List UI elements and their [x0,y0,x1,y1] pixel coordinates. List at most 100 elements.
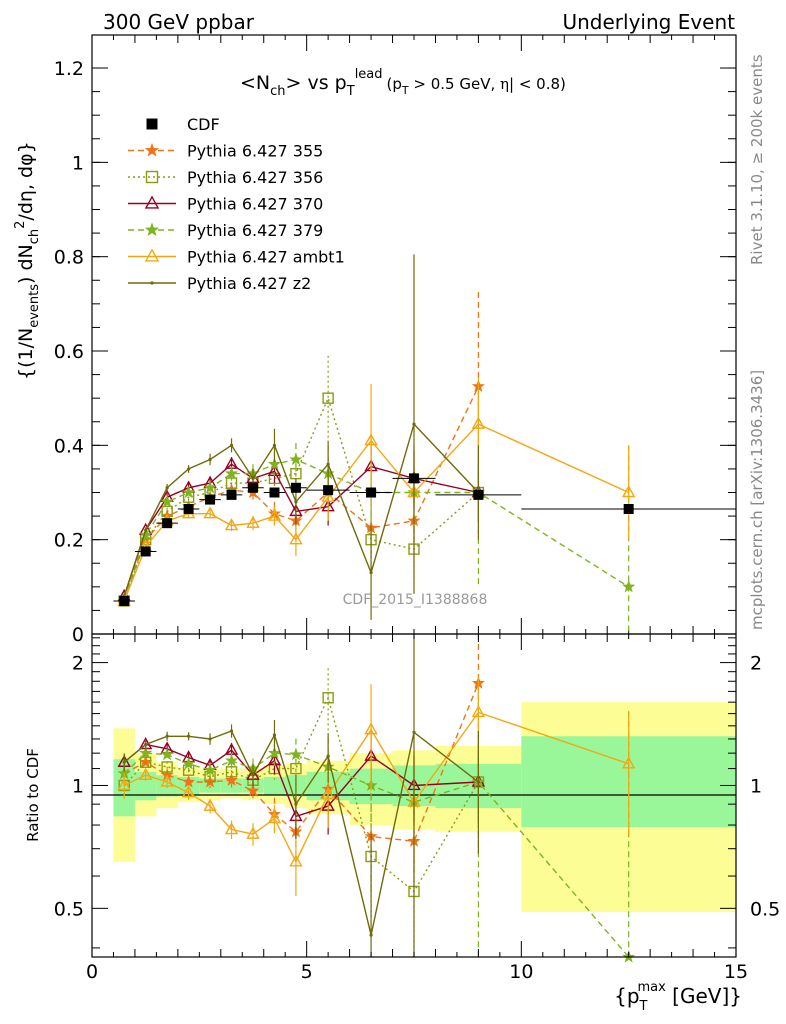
ratio-point [246,826,260,839]
cdf-data-point [162,518,173,529]
ratio-point [208,737,212,741]
series-point [289,532,303,545]
legend-entry: CDF [146,115,220,134]
ratio-point [294,802,298,806]
series-point [139,528,153,541]
series-pythia-6-427-355 [117,292,485,605]
main-y-tick-label: 0.4 [54,435,84,457]
series-point [161,505,173,518]
cdf-data-point [248,482,258,493]
series-point [165,486,169,490]
ratio-series-pythia-6-427-ambt1 [117,676,636,896]
ratio-point [138,767,153,780]
series-line [123,463,479,597]
main-panel: 0 0.2 0.4 0.6 0.8 1 1.2 [54,34,737,646]
main-y-tick-label: 0 [72,624,84,646]
series-point [203,480,217,494]
ratio-point [144,742,148,747]
legend-label: Pythia 6.427 355 [187,142,323,161]
ratio-point [267,811,282,824]
analysis-watermark: CDF_2015_I1388868 [343,592,488,608]
legend: CDF Pythia 6.427 355 Pythia 6.427 356 Pythi… [128,115,345,293]
ratio-series-line [123,752,630,958]
green-band [263,776,286,795]
ratio-point [182,756,196,770]
ratio-y-tick-label: 2 [72,653,84,675]
ratio-point [289,854,303,867]
ratio-point [122,760,126,764]
main-y-tick-label: 0.6 [54,341,84,363]
cdf-data-point [226,489,237,500]
series-point [267,457,282,470]
cdf-data-point [290,482,301,493]
cdf-data-point [140,546,151,557]
main-panel-cdf-points [113,473,736,606]
series-point [229,443,234,447]
series-point [160,495,174,508]
ratio-point [203,798,217,811]
series-line [123,423,629,602]
cdf-data-point [409,473,419,484]
ratio-point [364,722,378,735]
chart-title: <Nch> vs pTlead(pT > 0.5 GeV, η| < 0.8) [240,67,566,99]
ratio-point [165,734,169,738]
ratio-point [160,774,174,787]
legend-label: Pythia 6.427 ambt1 [187,248,345,267]
main-y-tick-label: 1.2 [54,58,84,80]
ratio-point [246,784,260,797]
cdf-data-point [473,489,484,500]
ratio-point [326,754,330,758]
ratio-point [229,729,234,733]
ratio-series-pythia-6-427-z2 [122,634,480,957]
series-point [272,443,277,447]
ratio-y-tick-label-right: 1 [750,775,762,797]
ratio-point [471,704,486,718]
x-tick-label: 15 [724,961,748,983]
series-point [364,433,378,446]
legend-marker [144,195,160,209]
series-point [267,508,282,521]
x-tick-label: 0 [86,961,98,983]
ratio-point [203,763,217,776]
ratio-point [160,747,174,761]
header-right: Underlying Event [562,10,735,34]
ratio-y-axis-label: Ratio to CDF [24,748,42,842]
cdf-data-point [183,504,194,515]
legend-entry: Pythia 6.427 370 [128,195,323,214]
series-point [294,500,298,504]
ratio-point [321,787,335,800]
series-point [224,466,239,480]
cdf-data-point [205,494,216,505]
ratio-point [621,756,636,769]
x-tick-label: 5 [301,961,313,983]
series-point [326,462,330,466]
main-y-axis-label: {(1/Nevents) dNch2/dη, dφ} [13,141,42,380]
series-line [123,396,479,602]
series-point [251,476,255,480]
ratio-point [322,692,334,704]
series-point [289,452,303,466]
ratio-y-tick-label-right: 2 [750,653,762,675]
legend-marker [144,222,160,236]
series-point [369,571,373,575]
series-point [412,422,416,426]
ratio-point [224,753,239,767]
ratio-point [181,785,196,798]
ratio-point [267,746,282,759]
cdf-data-point [623,504,634,515]
ratio-point [182,775,196,788]
ratio-point [161,761,173,773]
series-point [182,485,196,499]
ratio-point [117,778,131,791]
series-point [471,416,486,429]
ratio-y-tick-label-right: 0.5 [750,898,780,920]
ratio-y-tick-label: 1 [72,775,84,797]
x-axis-label: {pTmax [GeV]} [614,980,742,1014]
series-point [321,489,335,502]
ratio-point [369,933,373,937]
main-y-tick-label: 1 [72,152,84,174]
series-point [322,392,334,404]
ratio-point [476,780,480,784]
ratio-panel: 0.5 0.5 1 1 2 2 0 5 10 15 [54,633,780,983]
